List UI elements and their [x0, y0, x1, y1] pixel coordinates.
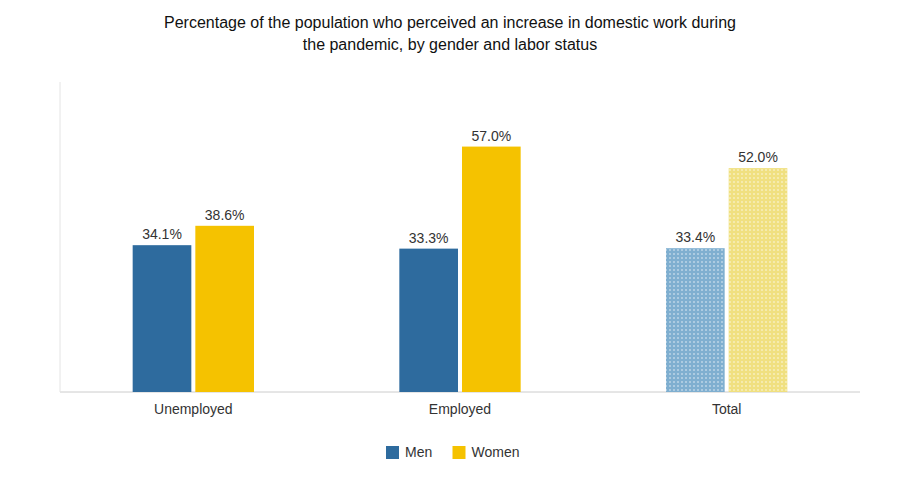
data-label: 34.1% — [142, 226, 182, 242]
legend-label: Men — [405, 444, 432, 460]
bar — [462, 147, 521, 392]
bars — [133, 147, 788, 392]
x-tick-label: Employed — [429, 401, 491, 417]
data-label: 57.0% — [471, 128, 511, 144]
title: Percentage of the population who perceiv… — [164, 14, 736, 53]
bar-hatch — [666, 248, 725, 392]
bar-hatch — [729, 168, 788, 392]
x-tick-label: Unemployed — [154, 401, 233, 417]
x-tick-label: Total — [712, 401, 742, 417]
data-label: 52.0% — [738, 149, 778, 165]
bar — [133, 245, 192, 392]
bar — [729, 168, 788, 392]
legend-swatch — [386, 446, 399, 459]
data-label: 33.3% — [409, 230, 449, 246]
data-label: 38.6% — [205, 207, 245, 223]
title-line: the pandemic, by gender and labor status — [303, 36, 597, 53]
legend-swatch — [453, 446, 466, 459]
bar — [195, 226, 254, 392]
data-label: 33.4% — [675, 229, 715, 245]
data-labels: 34.1% 38.6% 33.3% 57.0% 33.4% 52.0% — [142, 128, 778, 246]
bar — [666, 248, 725, 392]
y-axis — [60, 82, 61, 392]
legend: Men Women — [386, 444, 519, 460]
title-line: Percentage of the population who perceiv… — [164, 14, 736, 31]
legend-label: Women — [472, 444, 520, 460]
chart: Percentage of the population who perceiv… — [0, 0, 900, 487]
bar — [399, 249, 458, 392]
